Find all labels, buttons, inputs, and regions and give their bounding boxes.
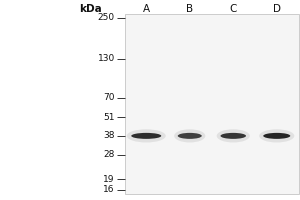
Ellipse shape <box>217 129 250 142</box>
Text: D: D <box>273 4 281 14</box>
Text: 38: 38 <box>103 131 115 140</box>
Ellipse shape <box>178 133 202 139</box>
Ellipse shape <box>220 133 246 139</box>
Text: 16: 16 <box>103 186 115 194</box>
Text: kDa: kDa <box>79 4 101 14</box>
Ellipse shape <box>263 133 290 139</box>
Text: 28: 28 <box>103 150 115 159</box>
Ellipse shape <box>131 133 161 139</box>
Text: 19: 19 <box>103 175 115 184</box>
Text: 51: 51 <box>103 113 115 122</box>
Text: 250: 250 <box>98 14 115 22</box>
Ellipse shape <box>174 129 206 142</box>
Text: 70: 70 <box>103 93 115 102</box>
Text: B: B <box>186 4 193 14</box>
Ellipse shape <box>259 129 294 142</box>
Text: C: C <box>230 4 237 14</box>
Ellipse shape <box>127 129 166 142</box>
Text: A: A <box>143 4 150 14</box>
Bar <box>124 14 298 194</box>
Text: 130: 130 <box>98 54 115 63</box>
